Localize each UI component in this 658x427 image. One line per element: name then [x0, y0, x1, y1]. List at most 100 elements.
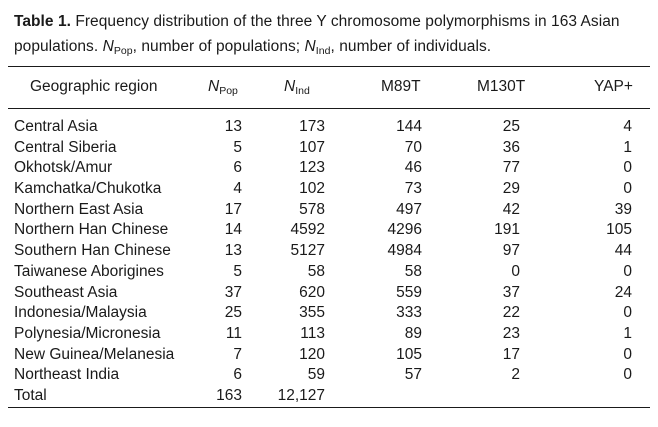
caption-npop-symbol: NPop: [102, 38, 133, 57]
region-cell: Northern East Asia: [14, 200, 144, 218]
table-row: Total 163 12,127: [0, 386, 658, 407]
region-cell: Southeast Asia: [14, 283, 118, 301]
npop-cell: 13: [224, 118, 242, 135]
yap-cell: 44: [614, 242, 632, 260]
caption-text-b: , number of populations;: [132, 38, 305, 55]
table-row: Taiwanese Aborigines 5 58 58 0 0: [0, 262, 658, 283]
nind-cell: 578: [299, 200, 325, 218]
caption-nind-symbol: NInd: [304, 38, 331, 57]
caption-label: Table 1.: [14, 13, 71, 30]
npop-cell: 37: [224, 283, 242, 301]
nind-cell: 59: [307, 366, 325, 384]
npop-cell: 6: [233, 159, 242, 177]
m89t-cell: 89: [404, 324, 422, 342]
nind-cell: 620: [299, 283, 325, 301]
region-cell: Central Asia: [14, 118, 98, 135]
nind-cell: 355: [299, 304, 325, 322]
region-cell: Total: [14, 386, 47, 404]
npop-cell: 13: [224, 242, 242, 260]
m89t-cell: 4296: [387, 221, 422, 239]
m89t-cell: 497: [396, 200, 422, 218]
yap-cell: 0: [623, 366, 632, 384]
npop-cell: 4: [233, 180, 242, 198]
header-pop-subscript: Pop: [219, 85, 238, 97]
caption-pop-subscript: Pop: [113, 45, 133, 57]
m130t-cell: 2: [511, 366, 520, 384]
npop-cell: 17: [224, 200, 242, 218]
header-m89t: M89T: [381, 78, 421, 95]
m89t-cell: 559: [396, 283, 422, 301]
nind-cell: 102: [299, 180, 325, 198]
m130t-cell: 37: [502, 283, 520, 301]
region-cell: Northern Han Chinese: [14, 221, 169, 239]
table-row: New Guinea/Melanesia 7 120 105 17 0: [0, 345, 658, 366]
table-row: Kamchatka/Chukotka 4 102 73 29 0: [0, 179, 658, 200]
table-row: Central Siberia 5 107 70 36 1: [0, 138, 658, 159]
yap-cell: 105: [606, 221, 632, 239]
table-row: Southeast Asia 37 620 559 37 24: [0, 283, 658, 304]
m89t-cell: 73: [404, 180, 422, 198]
nind-cell: 12,127: [277, 386, 325, 404]
m130t-cell: 17: [502, 345, 520, 363]
m89t-cell: 70: [404, 138, 422, 156]
m89t-cell: 105: [396, 345, 422, 363]
header-npop: NPop: [208, 78, 238, 97]
m89t-cell: 4984: [387, 242, 422, 260]
npop-cell: 5: [233, 262, 242, 280]
nind-cell: 107: [299, 138, 325, 156]
yap-cell: 0: [623, 304, 632, 322]
yap-cell: 0: [623, 159, 632, 177]
table-row: Northeast India 6 59 57 2 0: [0, 365, 658, 386]
caption-ind-subscript: Ind: [315, 45, 331, 57]
header-ind-subscript: Ind: [295, 85, 310, 97]
bottom-rule: [8, 407, 650, 408]
m89t-cell: 144: [396, 118, 422, 135]
nind-cell: 173: [299, 118, 325, 135]
table-row: Okhotsk/Amur 6 123 46 77 0: [0, 158, 658, 179]
region-cell: Polynesia/Micronesia: [14, 324, 161, 342]
m89t-cell: 333: [396, 304, 422, 322]
table-caption: Table 1. Frequency distribution of the t…: [14, 9, 650, 59]
table-row: Polynesia/Micronesia 11 113 89 23 1: [0, 324, 658, 345]
caption-text-a: Frequency distribution of the three Y ch…: [14, 13, 620, 55]
nind-cell: 58: [307, 262, 325, 280]
m130t-cell: 97: [502, 242, 520, 260]
nind-cell: 123: [299, 159, 325, 177]
region-cell: Northeast India: [14, 366, 120, 384]
npop-cell: 6: [233, 366, 242, 384]
yap-cell: 4: [623, 118, 632, 135]
m89t-cell: 58: [404, 262, 422, 280]
m130t-cell: 42: [502, 200, 520, 218]
m130t-cell: 0: [511, 262, 520, 280]
table-body: Central Asia 13 173 144 25 4 Central Siberia 5 1…: [0, 117, 658, 407]
m130t-cell: 22: [502, 304, 520, 322]
nind-cell: 120: [299, 345, 325, 363]
region-cell: Kamchatka/Chukotka: [14, 180, 162, 198]
m130t-cell: 191: [494, 221, 520, 239]
header-region: Geographic region: [30, 78, 158, 95]
header-nind: NInd: [284, 78, 310, 97]
region-cell: Central Siberia: [14, 138, 117, 156]
caption-text-c: , number of individuals.: [330, 38, 492, 55]
header-yap: YAP+: [594, 78, 633, 95]
nind-cell: 113: [300, 324, 325, 342]
yap-cell: 1: [623, 138, 632, 156]
m130t-cell: 23: [502, 324, 520, 342]
m130t-cell: 77: [502, 159, 520, 177]
npop-cell: 163: [216, 386, 242, 404]
region-cell: Taiwanese Aborigines: [14, 262, 164, 280]
m130t-cell: 36: [502, 138, 520, 156]
top-rule: [8, 66, 650, 67]
table-row: Indonesia/Malaysia 25 355 333 22 0: [0, 303, 658, 324]
yap-cell: 39: [614, 200, 632, 218]
region-cell: Indonesia/Malaysia: [14, 304, 147, 322]
nind-cell: 4592: [290, 221, 325, 239]
nind-cell: 5127: [290, 242, 325, 260]
region-cell: Southern Han Chinese: [14, 242, 171, 260]
m89t-cell: 46: [404, 159, 422, 177]
m130t-cell: 29: [502, 180, 520, 198]
yap-cell: 24: [614, 283, 632, 301]
region-cell: New Guinea/Melanesia: [14, 345, 175, 363]
yap-cell: 0: [623, 345, 632, 363]
m89t-cell: 57: [404, 366, 422, 384]
